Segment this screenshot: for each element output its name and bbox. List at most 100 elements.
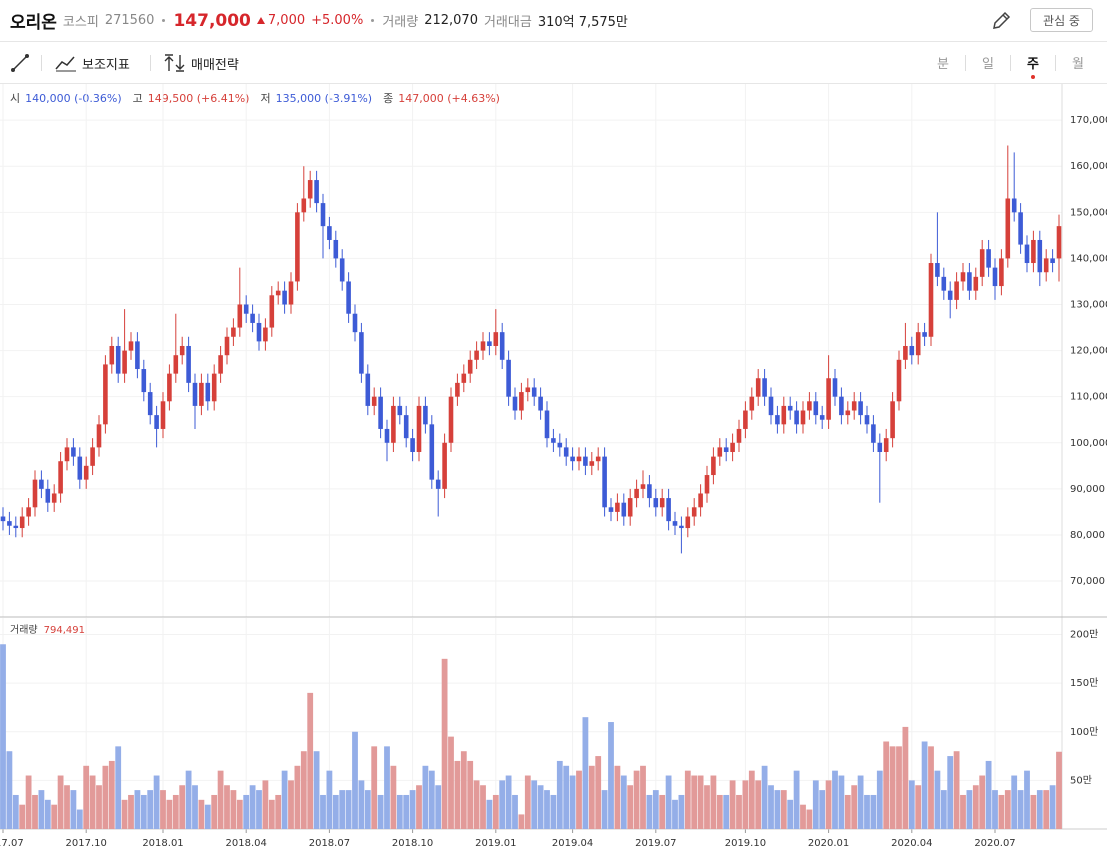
candle-body — [346, 281, 351, 314]
volume-bar — [441, 658, 448, 829]
volume-bar — [364, 790, 371, 829]
indicator-icon[interactable] — [55, 54, 77, 72]
draw-tool-icon[interactable] — [10, 53, 30, 73]
candle-body — [410, 438, 415, 452]
volume-bar — [806, 809, 813, 829]
candle-body — [999, 258, 1004, 287]
candle-body — [672, 521, 678, 526]
candle-body — [557, 442, 563, 448]
candle-body — [768, 396, 774, 416]
candle-body — [7, 521, 12, 526]
candle-body — [1050, 258, 1055, 264]
candle-body — [787, 405, 793, 411]
volume-bar — [934, 770, 941, 829]
candle-body — [967, 272, 972, 291]
volume-bar — [275, 794, 282, 829]
volume-bar — [473, 780, 480, 829]
candle-body — [90, 447, 95, 466]
candle-body — [365, 373, 371, 406]
ohlc-label: 저 — [260, 92, 271, 105]
y-tick-label: 100만 — [1070, 726, 1098, 738]
candle-body — [583, 456, 588, 466]
volume-bar — [428, 770, 435, 829]
candle-body — [845, 410, 851, 416]
candle-body — [435, 479, 441, 489]
volume-bar — [953, 751, 960, 829]
volume-current: 794,491 — [44, 625, 85, 636]
volume-bar — [224, 785, 230, 829]
volume-bar — [377, 794, 384, 829]
volume-bar — [256, 790, 262, 829]
stock-header: 오리온 코스피 271560 147,000 7,000 +5.00% 거래량 … — [0, 0, 1107, 42]
candle-body — [954, 281, 959, 300]
volume-bar — [672, 799, 678, 829]
x-tick-label: 2018.04 — [226, 838, 267, 849]
candle-body — [448, 396, 454, 443]
volume-bar — [640, 765, 646, 829]
toolbar: 보조지표 매매전략 분 일 주 월 — [0, 42, 1107, 84]
volume-bar — [678, 794, 685, 829]
volume-bar — [512, 794, 518, 829]
volume-bar — [51, 804, 58, 829]
period-divider — [1010, 55, 1011, 71]
volume-label: 거래량 — [382, 15, 419, 30]
candle-body — [32, 479, 38, 508]
period-tab[interactable]: 주 — [1023, 53, 1043, 79]
volume-bar — [38, 790, 45, 829]
volume-bar — [697, 775, 704, 829]
y-tick-label: 90,000 — [1070, 484, 1105, 495]
candle-body — [691, 507, 697, 517]
candle-body — [487, 341, 492, 346]
strategy-icon[interactable] — [164, 54, 186, 72]
watch-button[interactable]: 관심 중 — [1030, 8, 1093, 32]
period-tab[interactable]: 월 — [1072, 57, 1084, 72]
candle-body — [743, 410, 748, 429]
volume-bar — [1030, 794, 1037, 829]
candle-body — [77, 456, 83, 480]
period-divider — [965, 55, 966, 71]
candle-body — [397, 405, 403, 416]
candle-body — [359, 332, 364, 374]
candle-body — [256, 322, 262, 342]
strategy-button[interactable]: 매매전략 — [191, 58, 239, 73]
volume-bar — [755, 780, 762, 829]
indicator-button[interactable]: 보조지표 — [82, 58, 130, 73]
ohlc-label: 시 — [10, 92, 21, 105]
y-tick-label: 200만 — [1070, 629, 1098, 641]
volume-bar — [819, 790, 826, 829]
candle-body — [992, 267, 998, 287]
candle-body — [403, 415, 409, 439]
volume-bar — [889, 746, 896, 829]
candle-body — [173, 355, 179, 374]
volume-bar — [499, 780, 506, 829]
period-tab[interactable]: 일 — [982, 57, 994, 72]
volume-bar — [716, 794, 723, 829]
y-tick-label: 50만 — [1070, 774, 1092, 786]
edit-icon[interactable] — [990, 10, 1012, 32]
candle-body — [1037, 239, 1043, 273]
period-divider — [1055, 55, 1056, 71]
candle-body — [269, 295, 275, 328]
volume-bar — [569, 775, 576, 829]
candle-body — [973, 276, 979, 291]
volume-bar — [211, 794, 218, 829]
y-tick-label: 130,000 — [1070, 300, 1107, 311]
candle-body — [128, 341, 134, 351]
candle-body — [800, 410, 806, 425]
candle-body — [1031, 239, 1036, 264]
up-arrow — [256, 17, 265, 24]
volume-bar — [300, 751, 307, 829]
volume-bar — [486, 799, 493, 829]
candle-body — [83, 465, 89, 480]
volume-bar — [1024, 770, 1030, 829]
candle-body — [167, 373, 172, 402]
candle-body — [307, 180, 313, 199]
volume-bar — [371, 746, 378, 829]
volume-bar — [1043, 790, 1050, 829]
candle-body — [301, 198, 307, 213]
candle-body — [237, 304, 243, 328]
volume-bar — [550, 794, 557, 829]
y-tick-label: 110,000 — [1070, 392, 1107, 403]
current-price: 147,000 — [173, 10, 251, 31]
period-tab[interactable]: 분 — [937, 57, 949, 72]
